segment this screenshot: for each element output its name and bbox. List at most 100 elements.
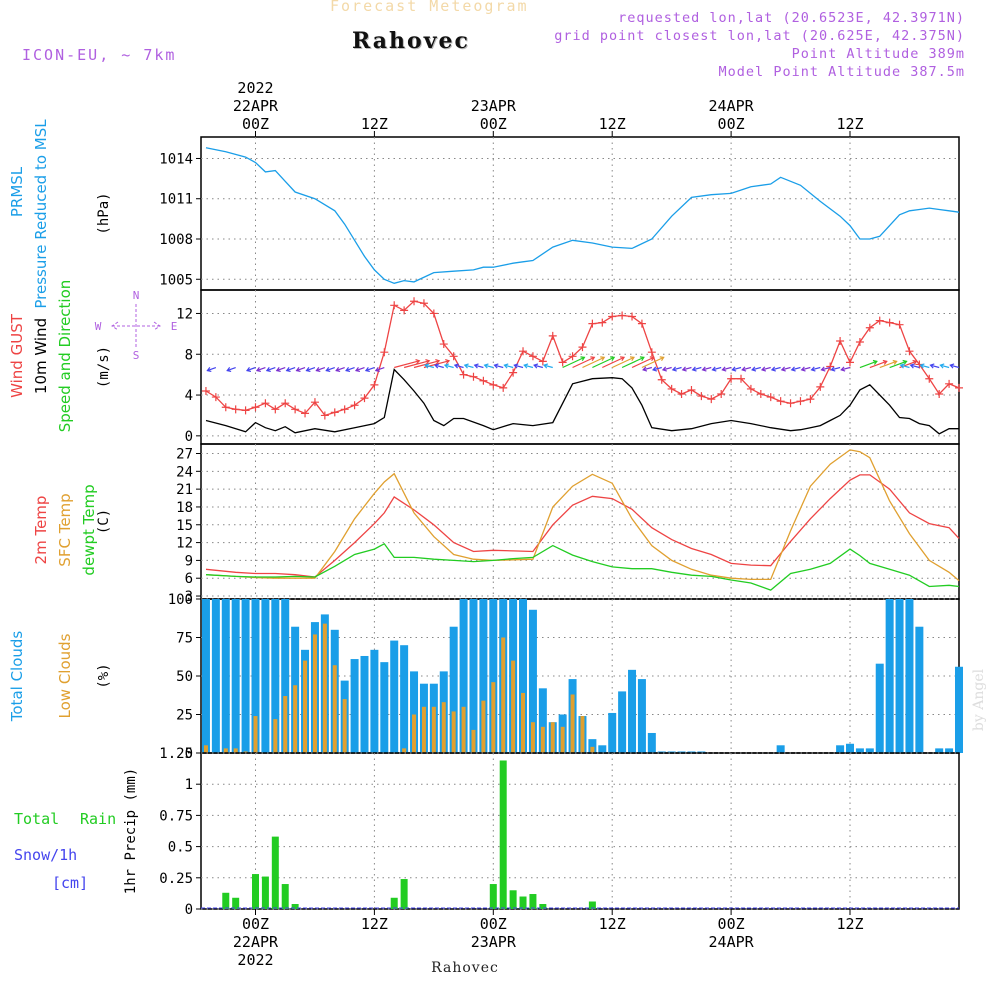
wind-arrow-head <box>651 366 658 372</box>
wind-direction-arrow <box>237 368 245 371</box>
total-cloud-bar <box>489 599 498 753</box>
footer-location: Rahovec <box>431 960 499 976</box>
rain-bar <box>222 892 230 909</box>
low-clouds-label: Low Clouds <box>56 633 74 718</box>
top-time-label: 00Z <box>242 115 269 133</box>
wind-arrow-head <box>335 367 341 373</box>
wind-ylabel: (m/s) <box>96 346 112 388</box>
precip-total-label: Total <box>14 810 59 828</box>
gust-point <box>330 408 339 417</box>
model-altitude: Model Point Altitude 387.5m <box>718 64 965 80</box>
low-cloud-bar <box>293 685 298 753</box>
rain-bar <box>529 894 537 909</box>
total-cloud-bar <box>350 659 359 753</box>
gust-point <box>746 384 755 393</box>
wind-arrow-head <box>523 363 529 369</box>
rain-bar <box>539 904 547 909</box>
gust-point <box>905 347 914 356</box>
gust-point <box>469 372 478 381</box>
gust-point <box>578 343 587 352</box>
wind-arrow-head <box>731 366 737 372</box>
wind-direction-arrow <box>227 366 236 372</box>
wind-arrow-head <box>483 363 489 369</box>
temperature-ytick-label: 24 <box>176 464 193 480</box>
pressure-ytick-label: 1014 <box>159 151 193 167</box>
total-cloud-bar <box>459 599 468 753</box>
rain-bar <box>291 904 299 909</box>
total-cloud-bar <box>677 751 686 753</box>
wind-arrow-head <box>325 367 331 373</box>
gust-point <box>925 374 934 383</box>
total-cloud-bar <box>261 599 270 753</box>
total-clouds-label: Total Clouds <box>8 631 26 723</box>
wind-direction-arrow <box>394 360 420 369</box>
wind-direction-arrow <box>859 360 878 369</box>
wind-direction-arrow <box>621 356 645 369</box>
wind-arrow-head <box>659 356 665 362</box>
wind-arrow-head <box>315 367 321 373</box>
compass-west: W <box>95 320 102 333</box>
wind-arrow-head <box>610 356 616 362</box>
temperature-ytick-label: 15 <box>176 518 193 534</box>
gust-point <box>955 383 963 392</box>
wind-direction-arrow <box>296 366 306 372</box>
wind-direction-arrow <box>771 366 781 371</box>
wind-arrow-head <box>800 366 806 372</box>
gust-point <box>588 319 597 328</box>
wind-arrow-head <box>542 363 549 369</box>
wind-arrow-head <box>639 356 645 362</box>
top-time-label: 22APR <box>233 97 279 115</box>
gust-point <box>211 393 220 402</box>
wind-arrow-head <box>590 356 596 362</box>
wind-arrow-head <box>493 363 499 369</box>
pressure-ylabel: (hPa) <box>96 192 112 234</box>
total-cloud-bar <box>598 745 607 753</box>
rain-bar <box>499 760 507 909</box>
wind-arrow-head <box>741 366 747 372</box>
2m-temp-line <box>205 474 960 578</box>
rain-bar <box>400 879 408 909</box>
wind-direction-arrow <box>791 366 801 371</box>
low-cloud-bar <box>560 726 565 753</box>
bottom-time-label: 24APR <box>709 933 755 951</box>
top-time-label: 2022 <box>237 79 273 97</box>
gust-point <box>935 390 944 399</box>
wind-arrow-head <box>671 366 677 372</box>
wind-direction-arrow <box>732 366 742 371</box>
wind-arrow-head <box>435 359 441 365</box>
gust-point <box>796 397 805 406</box>
total-cloud-bar <box>400 645 409 753</box>
gust-point <box>637 319 646 328</box>
temperature-ytick-label: 27 <box>176 447 193 463</box>
wind-direction-arrow <box>276 366 286 372</box>
gust-point <box>310 398 319 407</box>
gust-point <box>855 338 864 347</box>
wind-arrow-head <box>255 367 261 373</box>
wind-arrow-head <box>681 366 687 372</box>
precip-ytick-label: 1.25 <box>159 746 193 762</box>
coordinates-info: requested lon,lat (20.6523E, 42.3971N) g… <box>554 9 965 81</box>
low-cloud-bar <box>521 692 526 753</box>
wind-arrow-head <box>949 363 955 369</box>
temperature-ytick-label: 3 <box>185 589 193 605</box>
wind-arrow-head <box>237 367 241 371</box>
wind-arrow-head <box>463 363 469 369</box>
total-cloud-bar <box>608 712 617 753</box>
gust-point <box>657 375 666 384</box>
speed-direction-label: Speed and Direction <box>56 280 74 433</box>
gust-point <box>756 390 765 399</box>
total-cloud-bar <box>657 751 666 753</box>
gust-point <box>419 299 428 308</box>
total-cloud-bar <box>687 751 696 753</box>
gust-point <box>568 352 577 361</box>
wind-direction-arrow <box>920 364 930 369</box>
wind-direction-arrow <box>821 366 831 371</box>
wind-direction-arrow <box>336 366 345 372</box>
bottom-time-label: 22APR <box>233 933 279 951</box>
wind-direction-arrow <box>879 360 897 369</box>
wind-direction-arrow <box>940 364 950 369</box>
wind-arrow-head <box>909 363 915 369</box>
wind-direction-arrow <box>641 356 664 369</box>
gust-point <box>449 352 458 361</box>
rain-bar <box>588 901 596 909</box>
